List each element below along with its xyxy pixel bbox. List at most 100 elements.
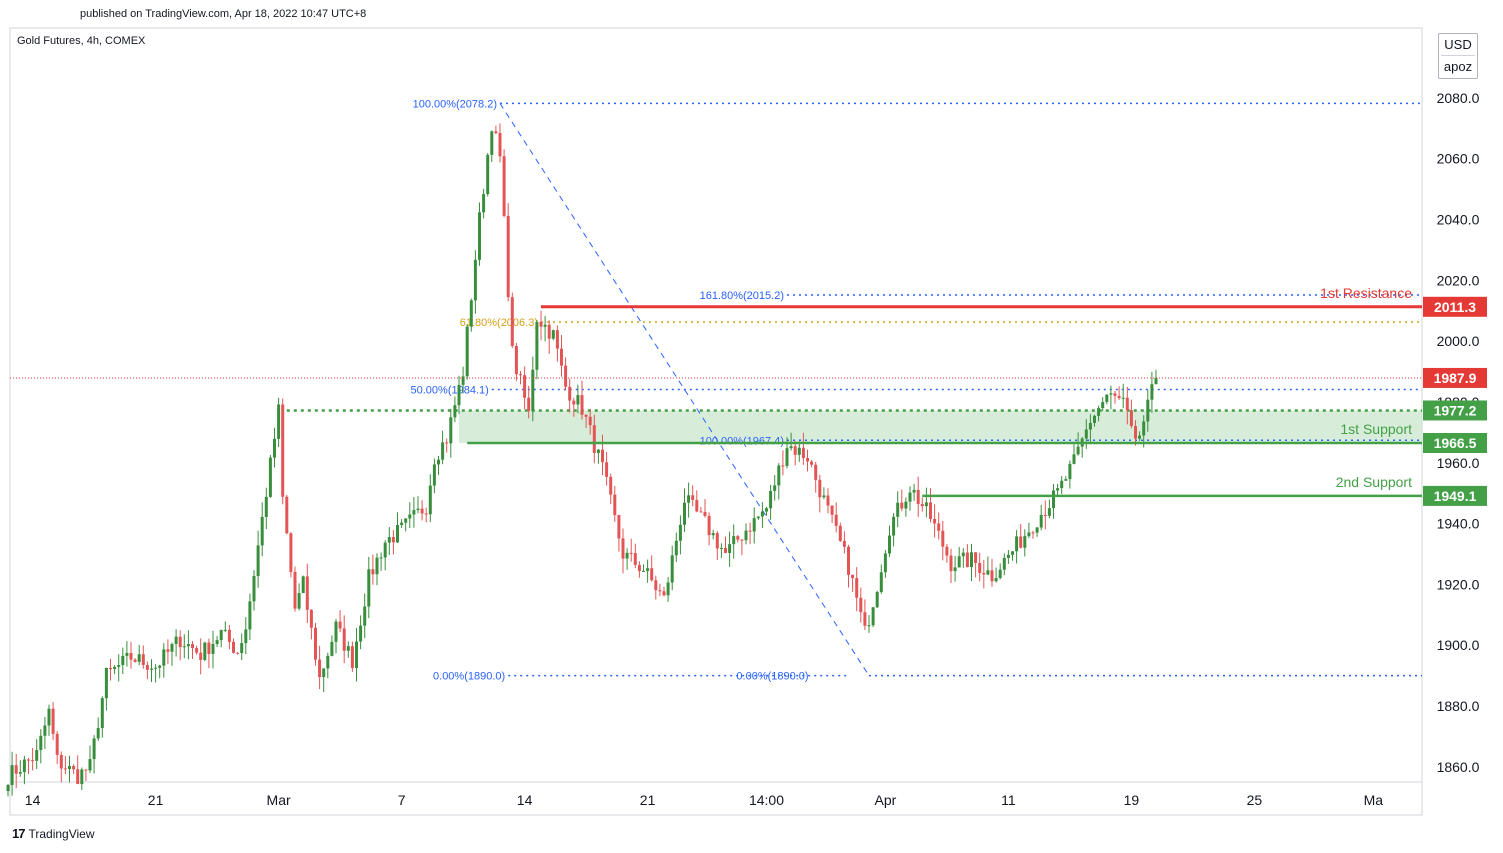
candle-body — [166, 649, 170, 652]
candle-body — [289, 533, 293, 572]
candle-body — [1138, 435, 1142, 439]
candle-body — [248, 601, 252, 630]
candle-body — [145, 664, 149, 670]
candle-body — [527, 397, 531, 411]
last-price-tag — [1423, 367, 1487, 388]
x-tick-label: 21 — [640, 792, 656, 808]
candle-body — [859, 597, 863, 613]
candle-body — [1154, 377, 1158, 385]
candle-body — [510, 297, 514, 347]
x-tick-label: Ma — [1364, 792, 1384, 808]
candle-body — [133, 659, 137, 662]
fib-level-label: 61.80%(2006.3) — [460, 317, 538, 329]
candle-body — [642, 570, 645, 572]
candle-body — [305, 576, 309, 610]
candle-body — [756, 516, 760, 519]
candle-body — [1076, 446, 1080, 455]
candle-body — [498, 132, 502, 157]
candle-body — [1150, 384, 1154, 400]
candle-body — [478, 212, 481, 260]
candle-body — [244, 629, 248, 644]
candle-body — [437, 459, 440, 465]
candle-body — [264, 496, 268, 517]
candle-body — [281, 404, 285, 497]
candle-body — [322, 668, 326, 678]
candle-body — [637, 564, 641, 571]
candle-body — [482, 194, 486, 213]
candle-body — [10, 765, 14, 786]
x-tick-label: 19 — [1124, 792, 1140, 808]
candle-body — [793, 446, 797, 455]
candle-body — [314, 627, 317, 660]
candle-body — [371, 569, 375, 575]
candle-body — [100, 698, 104, 729]
candle-body — [51, 708, 55, 734]
candle-body — [1146, 399, 1150, 422]
candle-body — [822, 495, 826, 498]
candle-body — [543, 324, 547, 327]
axes-layer: 1860.01880.01900.01920.01940.01960.01980… — [25, 90, 1487, 808]
candle-body — [285, 496, 289, 534]
candle-body — [1031, 532, 1035, 534]
candle-body — [683, 502, 686, 525]
candle-body — [740, 539, 744, 541]
resistance-tag-label: 2011.3 — [1434, 299, 1476, 315]
candle-body — [199, 652, 203, 660]
candle-body — [178, 636, 182, 648]
candle-body — [568, 386, 572, 401]
candle-body — [109, 667, 112, 670]
fib-level-label: 50.00%(1984.1) — [411, 384, 489, 396]
candle-body — [994, 578, 998, 582]
candle-body — [461, 376, 465, 385]
candle-body — [851, 574, 855, 579]
support-zone — [459, 410, 1422, 444]
candle-body — [691, 495, 695, 500]
currency-selector[interactable]: USD apoz — [1438, 33, 1478, 79]
y-tick-label: 1940.0 — [1437, 516, 1480, 532]
candle-body — [957, 556, 961, 568]
candle-body — [711, 533, 715, 536]
candle-body — [1015, 536, 1019, 552]
candle-body — [453, 405, 457, 418]
fib-level-label: 161.80%(2015.2) — [700, 290, 784, 302]
candle-body — [445, 442, 449, 444]
x-tick-label: 21 — [148, 792, 164, 808]
candle-body — [1109, 393, 1113, 395]
candle-body — [613, 494, 617, 516]
candle-body — [420, 508, 424, 514]
candle-body — [240, 643, 244, 653]
candle-body — [912, 489, 916, 493]
support-zone-layer — [286, 409, 1422, 444]
candle-body — [121, 655, 125, 666]
x-tick-label: Mar — [267, 792, 291, 808]
candle-body — [18, 772, 22, 774]
candle-body — [842, 540, 846, 547]
support-1-tag-label: 1966.5 — [1434, 435, 1477, 451]
candle-body — [211, 643, 215, 654]
candle-body — [424, 513, 428, 515]
candle-body — [965, 552, 969, 568]
candle-body — [1105, 394, 1109, 403]
tradingview-footer[interactable]: 17 TradingView — [12, 826, 95, 841]
candle-body — [449, 417, 453, 444]
candle-body — [838, 525, 842, 541]
candle-body — [203, 642, 207, 660]
candle-body — [96, 728, 100, 739]
candle-body — [416, 508, 420, 511]
candle-body — [629, 552, 633, 554]
candle-body — [748, 530, 752, 532]
candle-body — [564, 365, 568, 387]
candle-body — [191, 644, 194, 649]
candle-body — [174, 636, 178, 645]
support-zone-top-tag-label: 1977.2 — [1434, 402, 1477, 418]
candle-body — [68, 766, 71, 770]
fibonacci-layer: 100.00%(2078.2) 61.80%(2006.3) 50.00%(1984… — [411, 98, 1422, 683]
support-1-label: 1st Support — [1340, 421, 1412, 437]
candle-body — [170, 644, 174, 652]
resistance-label: 1st Resistance — [1320, 285, 1412, 301]
y-tick-label: 2020.0 — [1437, 272, 1480, 288]
candle-body — [1068, 463, 1072, 480]
candle-body — [560, 348, 563, 366]
candle-body — [924, 502, 928, 507]
